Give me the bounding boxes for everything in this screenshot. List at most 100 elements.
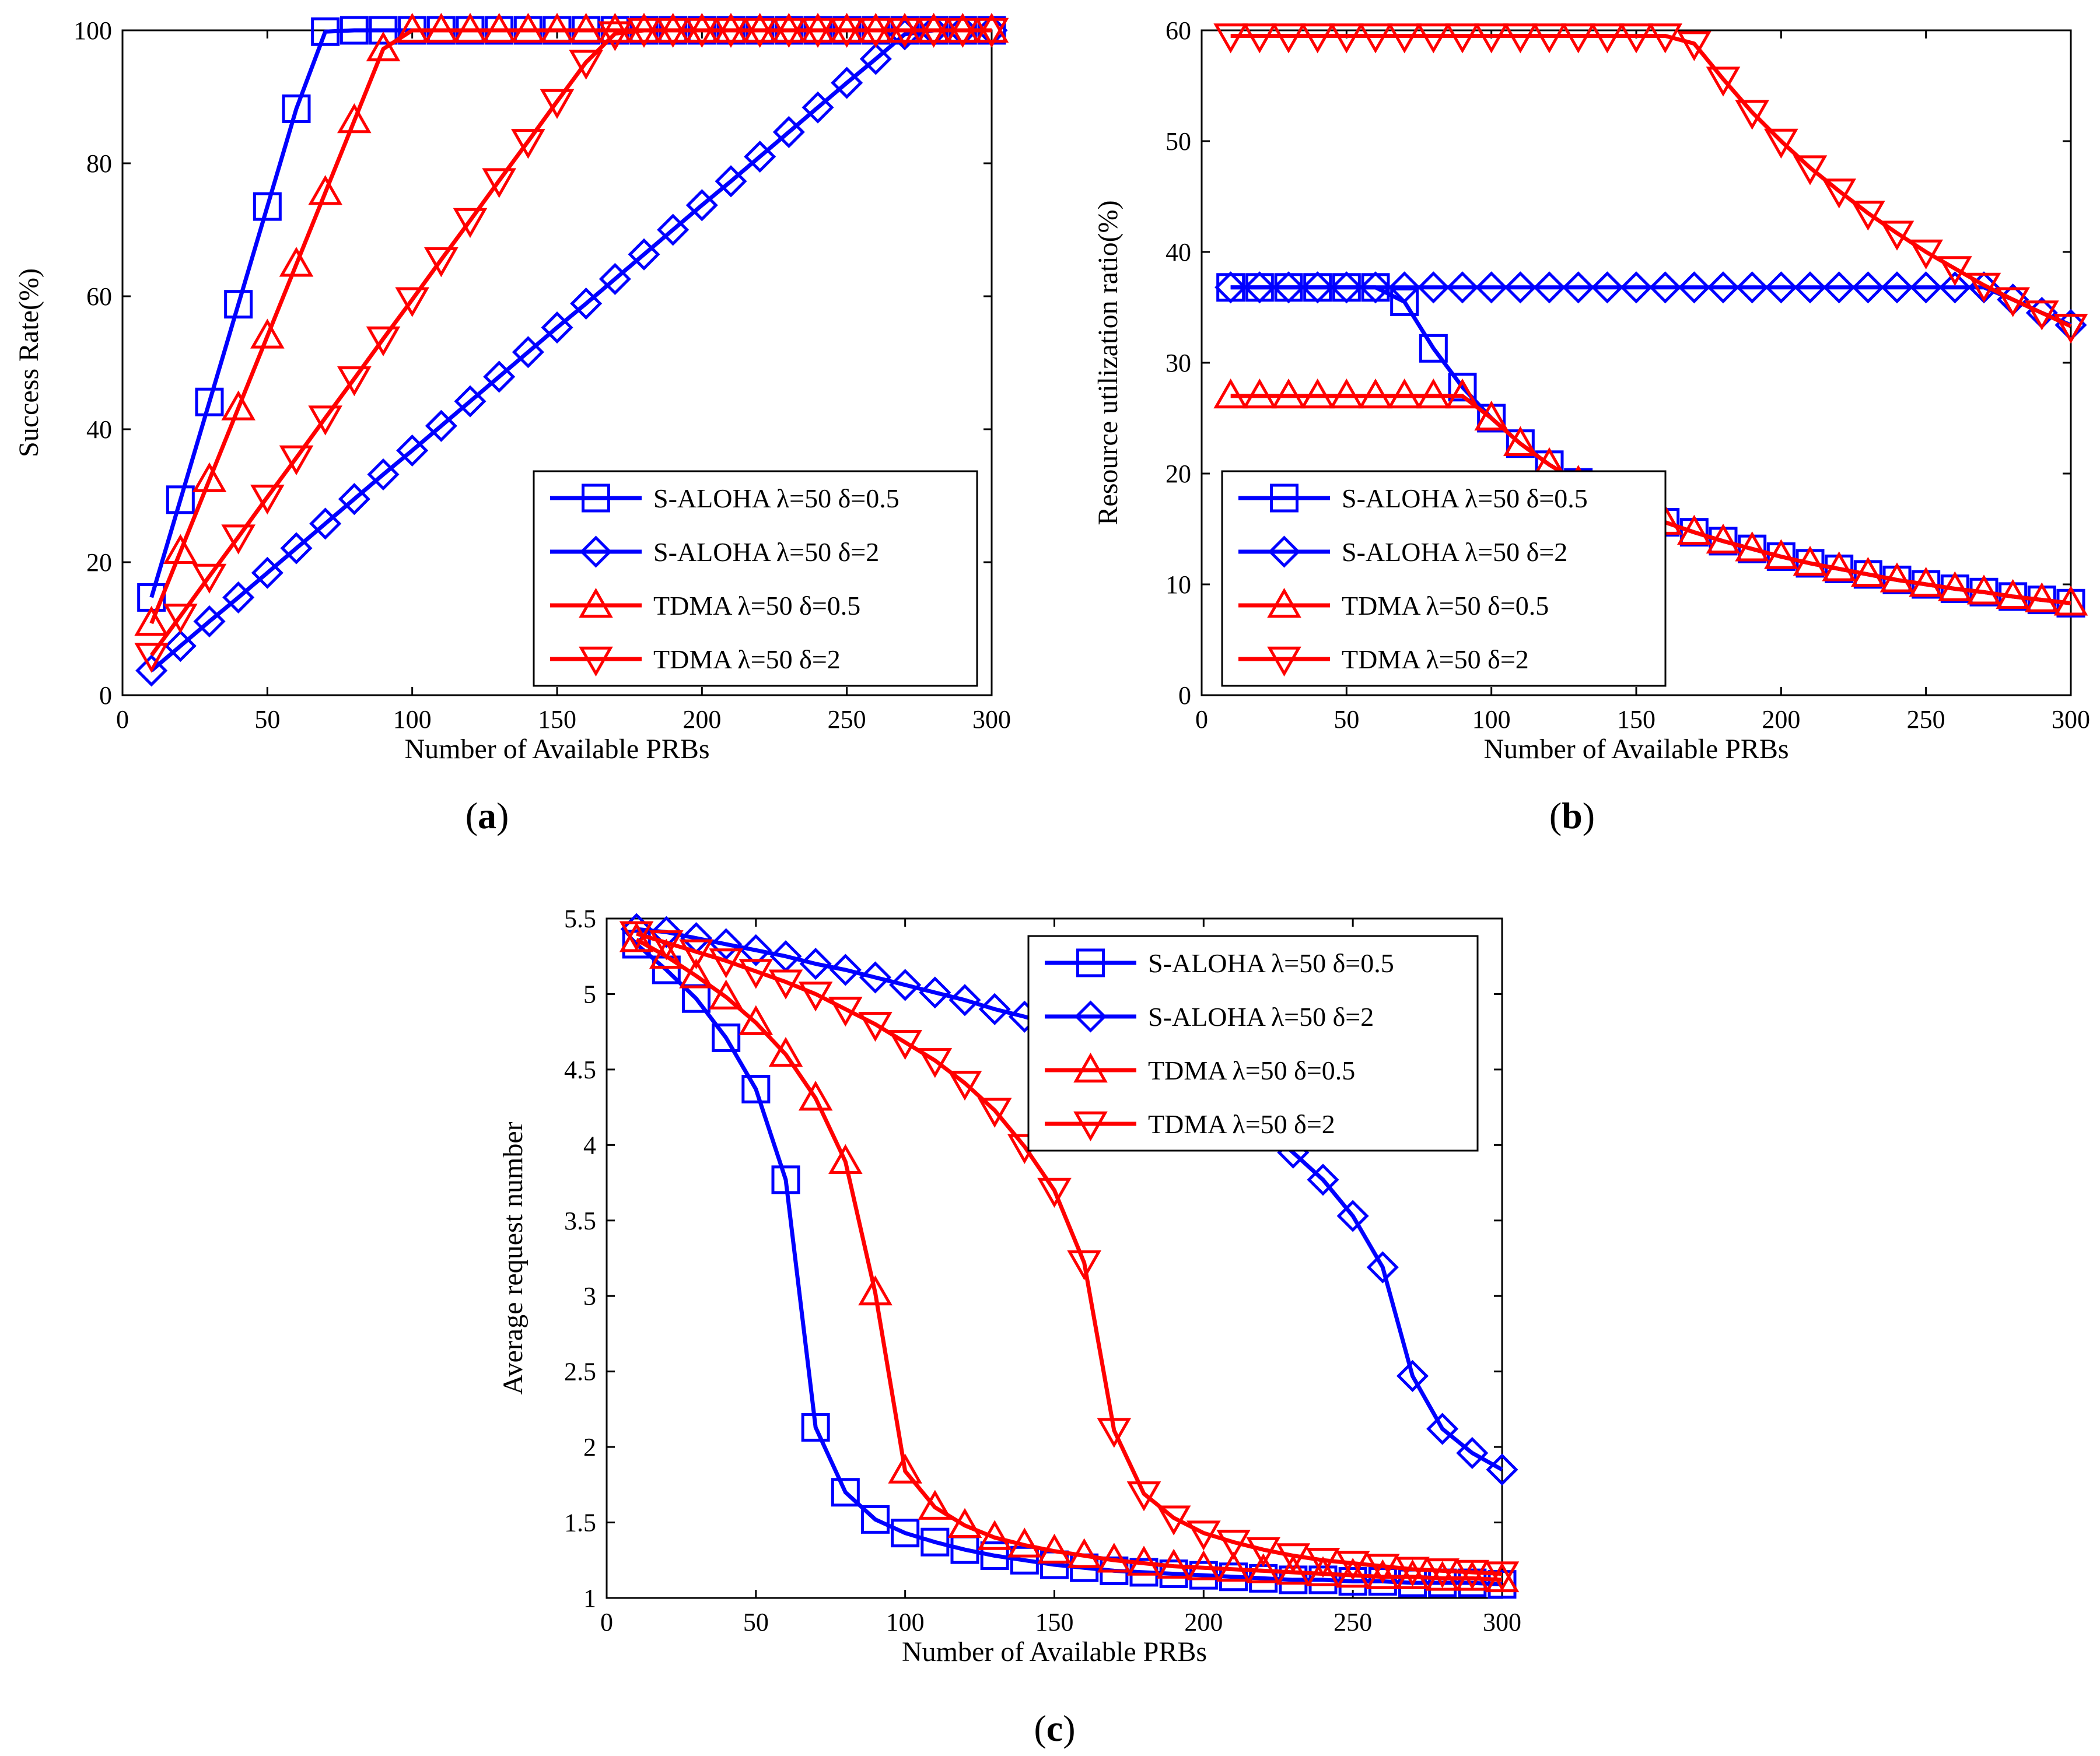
data-point-marker: [1213, 23, 1248, 54]
x-tick-label: 250: [828, 705, 866, 734]
legend-entry-label: S-ALOHA λ=50 δ=2: [653, 537, 879, 567]
data-point-marker: [1793, 155, 1828, 185]
data-point-marker: [395, 287, 429, 317]
data-point-marker: [2025, 582, 2059, 612]
legend-entry-label: S-ALOHA λ=50 δ=0.5: [1342, 483, 1588, 513]
data-point-marker: [338, 483, 370, 516]
data-point-marker: [1474, 23, 1508, 54]
data-point-marker: [1426, 1412, 1459, 1445]
data-point-marker: [1446, 271, 1479, 304]
legend: S-ALOHA λ=50 δ=0.5 S-ALOHA λ=50 δ=2 TDMA λ…: [533, 470, 978, 687]
data-point-marker: [679, 958, 713, 989]
data-point-marker: [1503, 426, 1538, 456]
data-point-marker: [1307, 1163, 1339, 1196]
x-axis-label: Number of Available PRBs: [902, 1636, 1207, 1667]
data-point-marker: [424, 247, 459, 278]
data-point-marker: [1387, 378, 1422, 409]
data-point-marker: [1966, 272, 2001, 303]
data-point-marker: [744, 141, 776, 173]
data-point-marker: [135, 654, 168, 687]
data-point-marker: [511, 129, 545, 159]
data-point-marker: [1793, 545, 1828, 576]
x-tick-label: 0: [600, 1608, 613, 1636]
chart-panel-b: 0 50 100 150 200 250 300 0 10 20 30 40 50 60 Number of…: [1093, 16, 2090, 836]
y-tick-label: 40: [1166, 238, 1191, 267]
data-point-marker: [1966, 574, 2001, 605]
data-point-marker: [425, 409, 457, 442]
data-point-marker: [251, 556, 284, 589]
data-point-marker: [715, 165, 747, 198]
data-point-marker: [1822, 178, 1856, 209]
legend-marker: [1073, 1111, 1108, 1142]
data-point-marker: [1910, 271, 1943, 304]
data-point-marker: [511, 12, 545, 43]
data-point-marker: [340, 16, 369, 45]
data-point-marker: [829, 954, 862, 986]
data-point-marker: [1677, 31, 1712, 61]
panel-label: (b): [1549, 795, 1595, 836]
legend-entry-label: TDMA λ=50 δ=0.5: [1342, 591, 1549, 621]
y-axis-label: Average request number: [498, 1121, 528, 1394]
data-point-marker: [1764, 539, 1798, 569]
data-point-marker: [1648, 23, 1682, 54]
data-point-marker: [887, 17, 922, 48]
data-point-marker: [1425, 1558, 1460, 1589]
data-point-marker: [1562, 271, 1595, 304]
data-point-marker: [309, 507, 342, 540]
data-point-marker: [569, 50, 603, 80]
data-point-marker: [1474, 400, 1508, 431]
x-axis-label: Number of Available PRBs: [404, 734, 709, 765]
data-point-marker: [1156, 1548, 1191, 1579]
data-point-marker: [740, 934, 772, 966]
data-point-marker: [1938, 256, 1972, 286]
data-point-marker: [741, 1075, 771, 1104]
data-point-marker: [1533, 271, 1566, 304]
data-point-marker: [861, 1505, 890, 1534]
y-tick-label: 5.5: [564, 905, 596, 933]
data-point-marker: [713, 17, 748, 48]
data-point-marker: [1765, 271, 1797, 304]
data-point-marker: [1996, 579, 2030, 609]
data-point-marker: [649, 930, 684, 961]
data-point-marker: [1387, 23, 1422, 54]
y-tick-label: 2: [583, 1433, 596, 1461]
data-point-marker: [1852, 271, 1884, 304]
data-point-marker: [308, 175, 342, 205]
legend-marker: [1267, 646, 1301, 677]
legend: S-ALOHA λ=50 δ=0.5 S-ALOHA λ=50 δ=2 TDMA λ…: [1027, 935, 1479, 1152]
data-point-marker: [685, 17, 719, 48]
data-point-marker: [454, 385, 487, 418]
x-tick-label: 300: [1483, 1608, 1521, 1636]
legend-entry-label: TDMA λ=50 δ=0.5: [1148, 1056, 1355, 1085]
y-tick-label: 30: [1166, 349, 1191, 377]
data-point-marker: [1996, 287, 2030, 317]
data-point-marker: [1794, 271, 1826, 304]
data-point-marker: [1336, 1200, 1369, 1232]
data-point-marker: [1503, 23, 1538, 54]
legend-entry-label: S-ALOHA λ=50 δ=2: [1148, 1002, 1374, 1032]
data-point-marker: [1097, 1543, 1132, 1573]
data-point-marker: [712, 1024, 741, 1053]
data-point-marker: [916, 17, 951, 48]
data-point-marker: [921, 1527, 950, 1557]
data-point-marker: [1301, 271, 1334, 304]
data-point-marker: [1561, 23, 1595, 54]
data-point-marker: [1396, 1359, 1429, 1392]
legend: S-ALOHA λ=50 δ=0.5 S-ALOHA λ=50 δ=2 TDMA λ…: [1221, 470, 1667, 687]
data-point-marker: [1242, 378, 1277, 409]
y-tick-label: 0: [99, 681, 112, 710]
data-point-marker: [679, 939, 713, 969]
data-point-marker: [1300, 378, 1335, 409]
series-3: [619, 922, 1520, 1593]
y-tick-label: 4.5: [564, 1056, 596, 1084]
data-point-marker: [163, 534, 198, 565]
data-point-marker: [919, 976, 951, 1009]
data-point-marker: [1366, 1559, 1400, 1590]
panel-label: (a): [466, 795, 509, 836]
data-point-marker: [369, 16, 398, 45]
data-point-marker: [164, 630, 197, 663]
data-point-marker: [1445, 378, 1480, 409]
data-point-marker: [337, 103, 372, 134]
y-tick-label: 80: [86, 149, 112, 178]
